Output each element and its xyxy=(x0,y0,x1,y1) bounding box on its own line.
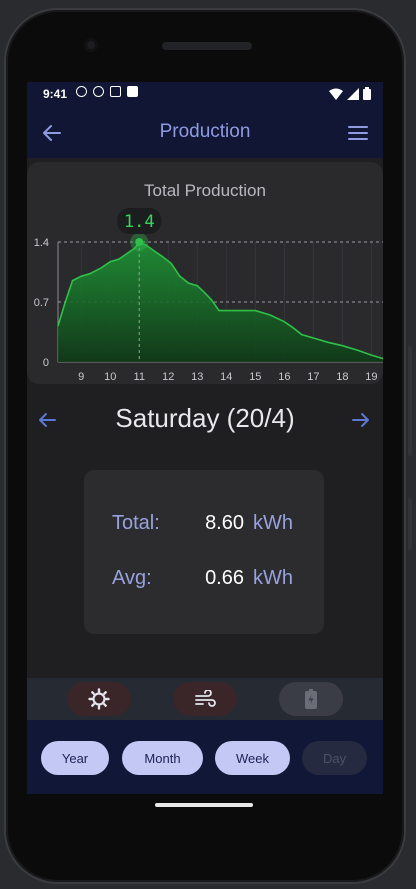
x-tick-label: 19 xyxy=(365,371,377,383)
earpiece-speaker xyxy=(162,42,252,50)
sun-icon xyxy=(88,688,110,710)
production-line xyxy=(57,240,383,360)
wifi-icon xyxy=(329,88,343,100)
x-tick-label: 10 xyxy=(104,371,116,383)
avg-stat-row: Avg: 0.66 kWh xyxy=(84,567,324,597)
x-tick-label: 12 xyxy=(162,371,174,383)
value-tooltip xyxy=(117,208,162,234)
selected-day-label: Saturday (20/4) xyxy=(115,403,295,433)
wind-icon xyxy=(195,690,216,707)
day-navigator: Saturday (20/4) xyxy=(27,400,383,440)
x-tick-label: 11 xyxy=(134,371,145,383)
app-bar: Production xyxy=(27,108,383,158)
app-screen: 9:41 Production Total Production xyxy=(27,82,383,794)
energy-source-bar xyxy=(27,678,383,720)
x-tick-label: 16 xyxy=(278,371,290,383)
battery-icon xyxy=(305,689,317,709)
avg-label: Avg: xyxy=(112,567,152,589)
page-title: Production xyxy=(159,121,251,142)
home-indicator[interactable] xyxy=(155,803,253,807)
info-icon xyxy=(76,86,87,97)
x-tick-label: 18 xyxy=(336,371,348,383)
battery-source-button[interactable] xyxy=(279,682,343,716)
y-tick-label: 0 xyxy=(43,357,49,369)
battery-icon xyxy=(363,87,371,100)
x-tick-label: 17 xyxy=(307,371,319,383)
total-stat-row: Total: 8.60 kWh xyxy=(84,512,324,542)
shield-icon xyxy=(93,86,104,97)
y-tick-label: 1.4 xyxy=(34,237,49,249)
back-arrow-icon[interactable] xyxy=(39,120,65,146)
status-bar: 9:41 xyxy=(27,82,383,108)
month-button[interactable]: Month xyxy=(122,741,203,775)
previous-day-arrow-icon[interactable] xyxy=(35,408,59,432)
solar-source-button[interactable] xyxy=(67,682,131,716)
x-tick-label: 15 xyxy=(249,371,261,383)
front-camera xyxy=(84,38,98,52)
day-button[interactable]: Day xyxy=(302,741,367,775)
status-time: 9:41 xyxy=(43,87,68,101)
wind-source-button[interactable] xyxy=(173,682,237,716)
total-label: Total: xyxy=(112,512,160,534)
week-button[interactable]: Week xyxy=(215,741,290,775)
sd-card-icon xyxy=(127,86,138,97)
volume-button xyxy=(408,346,412,456)
total-value: 8.60 xyxy=(205,512,244,534)
stats-card: Total: 8.60 kWh Avg: 0.66 kWh xyxy=(84,470,324,634)
avg-value: 0.66 xyxy=(205,567,244,589)
x-tick-label: 9 xyxy=(78,371,84,383)
next-day-arrow-icon[interactable] xyxy=(349,408,373,432)
avg-unit: kWh xyxy=(253,567,293,589)
highlight-point[interactable] xyxy=(135,238,144,246)
value-tooltip-label: 1.4 xyxy=(124,212,155,232)
y-tick-label: 0.7 xyxy=(34,297,49,309)
chart-title: Total Production xyxy=(144,181,266,200)
year-button[interactable]: Year xyxy=(41,741,109,775)
x-tick-label: 13 xyxy=(191,371,203,383)
total-unit: kWh xyxy=(253,512,293,534)
power-button xyxy=(408,498,412,550)
signal-icon xyxy=(347,87,359,100)
a-icon xyxy=(110,86,121,97)
hamburger-menu-icon[interactable] xyxy=(345,120,371,146)
period-selector: Year Month Week Day xyxy=(27,720,383,794)
production-chart-card: Total Production 1.4 9 10 11 12 13 14 15 16 17 18… xyxy=(27,162,383,384)
production-chart[interactable]: 1.4 9 10 11 12 13 14 15 16 17 18 19 0 0.7 1.4 xyxy=(27,162,383,384)
x-tick-label: 14 xyxy=(220,371,232,383)
